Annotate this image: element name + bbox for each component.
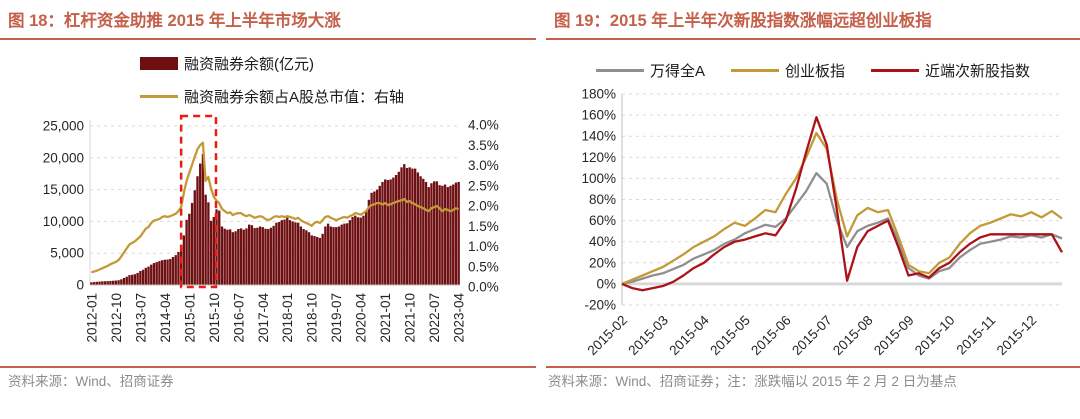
svg-text:60%: 60% <box>589 213 616 228</box>
svg-text:2014-04: 2014-04 <box>158 293 173 343</box>
fig18-left-axis-labels: 25,000 20,000 15,000 10,000 5,000 0 <box>43 119 84 293</box>
svg-text:120%: 120% <box>581 150 616 165</box>
figure-18-title: 图 18：杠杆资金助推 2015 年上半年市场大涨 <box>8 12 341 30</box>
fig19-line-近端次新股指数 <box>621 116 1064 292</box>
svg-text:2020-04: 2020-04 <box>354 293 369 343</box>
line-swatch-icon <box>731 68 780 73</box>
fig19-x-axis-labels: 2015-022015-032015-042015-052015-062015-… <box>584 312 1039 358</box>
svg-text:2021-01: 2021-01 <box>378 293 393 343</box>
svg-text:3.0%: 3.0% <box>468 158 499 173</box>
fig18-highlight-box <box>179 114 218 289</box>
figure-19: 图 19：2015 年上半年次新股指数涨幅远超创业板指 万得全A 创业板指 近端… <box>540 0 1080 419</box>
line-swatch-icon <box>871 68 920 73</box>
fig19-line-创业板指 <box>621 131 1063 285</box>
figure-18: 图 18：杠杆资金助推 2015 年上半年市场大涨 融资融券余额(亿元) 融资融… <box>0 6 536 389</box>
fig18-chart: 25,000 20,000 15,000 10,000 5,000 0 4.0% 3.5% 3.… <box>43 114 499 343</box>
legend-item-margin-pct: 融资融券余额占A股总市值：右轴 <box>140 86 404 107</box>
fig19-line-万得全A <box>621 171 1063 286</box>
line-swatch-icon <box>596 68 644 73</box>
legend-item-margin-balance: 融资融券余额(亿元) <box>140 53 404 74</box>
svg-text:2013-07: 2013-07 <box>133 293 148 343</box>
svg-text:0.0%: 0.0% <box>468 280 499 295</box>
svg-text:2015-06: 2015-06 <box>748 313 794 359</box>
legend-item-chinext: 创业板指 <box>731 60 845 81</box>
svg-text:2.0%: 2.0% <box>468 199 499 214</box>
svg-text:2015-09: 2015-09 <box>871 313 917 359</box>
legend-label: 创业板指 <box>785 63 846 80</box>
figure-18-bottom-rule <box>0 366 536 368</box>
svg-text:40%: 40% <box>589 234 616 249</box>
svg-text:1.5%: 1.5% <box>468 219 499 234</box>
bar-swatch-icon <box>140 57 178 70</box>
figure-18-title-block: 图 18：杠杆资金助推 2015 年上半年市场大涨 <box>0 6 536 40</box>
svg-text:-20%: -20% <box>584 298 616 313</box>
svg-text:5,000: 5,000 <box>50 246 84 261</box>
svg-text:2015-04: 2015-04 <box>666 312 712 358</box>
fig18-line-series <box>91 141 459 274</box>
svg-text:1.0%: 1.0% <box>468 239 499 254</box>
svg-text:180%: 180% <box>581 87 616 102</box>
legend-label: 近端次新股指数 <box>925 63 1031 80</box>
svg-text:2015-03: 2015-03 <box>625 313 671 359</box>
svg-text:0%: 0% <box>596 276 616 291</box>
fig18-bar-series <box>90 153 460 285</box>
legend-label: 万得全A <box>650 63 706 80</box>
figure-19-title-block: 图 19：2015 年上半年次新股指数涨幅远超创业板指 <box>546 6 1080 40</box>
svg-text:2015-02: 2015-02 <box>584 313 630 359</box>
svg-text:25,000: 25,000 <box>43 119 84 134</box>
svg-text:100%: 100% <box>581 171 616 186</box>
fig18-right-axis-labels: 4.0% 3.5% 3.0% 2.5% 2.0% 1.5% 1.0% 0.5% 0.0% <box>468 118 499 295</box>
svg-text:0: 0 <box>76 278 84 293</box>
svg-text:2018-01: 2018-01 <box>280 293 295 343</box>
svg-text:0.5%: 0.5% <box>468 259 499 274</box>
fig18-x-axis-labels: 2012-01 2012-10 2013-07 2014-04 2015-01 2015-… <box>84 293 466 343</box>
line-swatch-icon <box>140 94 178 99</box>
svg-text:15,000: 15,000 <box>43 182 84 197</box>
legend-item-wind-all-a: 万得全A <box>596 60 705 81</box>
svg-text:2015-10: 2015-10 <box>912 313 958 359</box>
svg-text:160%: 160% <box>581 108 616 123</box>
svg-text:2022-07: 2022-07 <box>427 293 442 343</box>
svg-text:2015-07: 2015-07 <box>789 313 835 359</box>
svg-text:2012-01: 2012-01 <box>84 293 99 343</box>
svg-text:80%: 80% <box>589 192 616 207</box>
svg-text:4.0%: 4.0% <box>468 118 499 133</box>
svg-text:2015-11: 2015-11 <box>954 313 999 358</box>
svg-text:2019-07: 2019-07 <box>329 293 344 343</box>
fig19-y-axis-labels: 180% 160% 140% 120% 100% 80% 60% 40% 20% 0% -20% <box>581 87 616 313</box>
legend-label: 融资融券余额占A股总市值：右轴 <box>184 89 405 106</box>
svg-text:2018-10: 2018-10 <box>305 293 320 343</box>
svg-text:140%: 140% <box>581 129 616 144</box>
svg-text:2021-10: 2021-10 <box>403 293 418 343</box>
legend-item-subnew-index: 近端次新股指数 <box>871 60 1030 81</box>
svg-text:3.5%: 3.5% <box>468 138 499 153</box>
svg-text:2015-10: 2015-10 <box>207 293 222 343</box>
svg-text:2015-12: 2015-12 <box>994 313 1040 359</box>
svg-text:2.5%: 2.5% <box>468 178 499 193</box>
svg-text:2015-08: 2015-08 <box>830 313 876 359</box>
legend-label: 融资融券余额(亿元) <box>184 56 314 73</box>
figure-18-source: 资料来源：Wind、招商证券 <box>8 374 174 389</box>
svg-text:2017-04: 2017-04 <box>256 293 271 343</box>
figure-19-bottom-rule <box>546 366 1080 368</box>
figure-19-legend: 万得全A 创业板指 近端次新股指数 <box>596 60 1030 81</box>
fig19-series <box>621 116 1064 292</box>
svg-text:20,000: 20,000 <box>43 150 84 165</box>
svg-text:2016-07: 2016-07 <box>231 293 246 343</box>
figure-19-source: 资料来源：Wind、招商证券；注：涨跌幅以 2015 年 2 月 2 日为基点 <box>548 374 957 389</box>
svg-text:10,000: 10,000 <box>43 214 84 229</box>
figure-19-title: 图 19：2015 年上半年次新股指数涨幅远超创业板指 <box>554 12 932 30</box>
svg-text:20%: 20% <box>589 255 616 270</box>
svg-text:2023-04: 2023-04 <box>452 293 467 343</box>
figure-18-legend: 融资融券余额(亿元) 融资融券余额占A股总市值：右轴 <box>140 53 404 107</box>
svg-text:2015-05: 2015-05 <box>707 313 753 359</box>
fig19-chart: 180%160%140%120%100%80%60%40%20%0%-20%20… <box>581 87 1064 358</box>
svg-text:2015-01: 2015-01 <box>182 293 197 343</box>
svg-text:2012-10: 2012-10 <box>109 293 124 343</box>
